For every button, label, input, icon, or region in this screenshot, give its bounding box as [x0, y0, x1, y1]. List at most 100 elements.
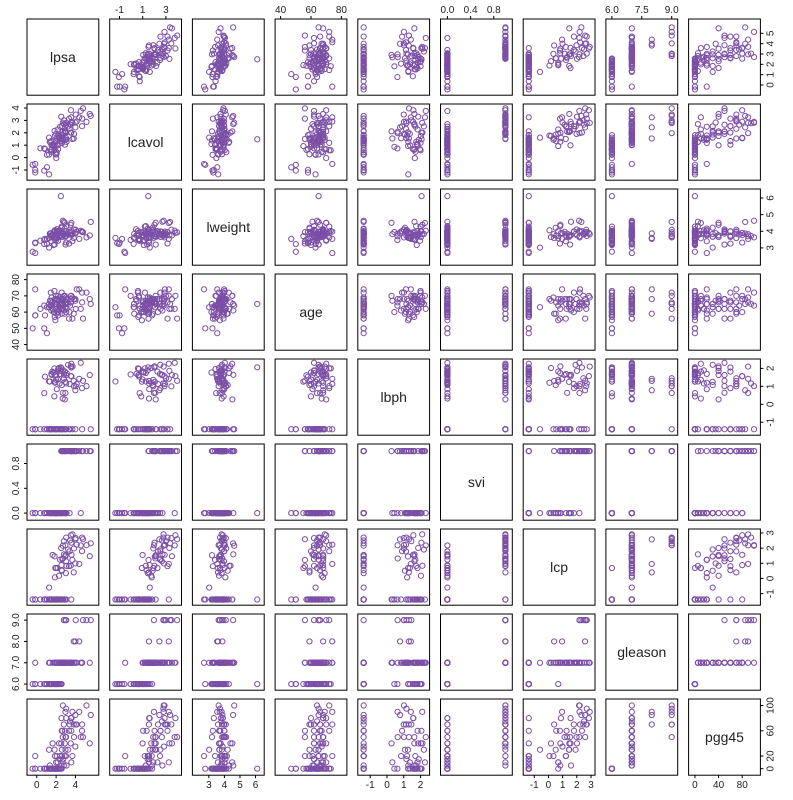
panel-lweight-vs-svi — [440, 188, 513, 266]
panel-svi-vs-lcavol — [109, 443, 182, 521]
point-lcavol-lweight-70 — [226, 138, 233, 145]
point-age-lpsa-4 — [37, 305, 44, 312]
point-lcavol-lpsa-96 — [57, 136, 64, 143]
point-lweight-pgg45-90 — [733, 228, 740, 236]
point-lpsa-pgg45-53 — [727, 54, 734, 61]
point-lcp-lcavol-83 — [150, 545, 157, 552]
point-lpsa-age-96 — [315, 56, 322, 63]
point-lweight-lcavol-65 — [152, 241, 159, 248]
point-lweight-lcavol-22 — [140, 241, 147, 249]
point-lcavol-lbph-83 — [400, 130, 408, 138]
point-lcavol-lbph-38 — [407, 142, 414, 149]
point-lcp-lpsa-77 — [68, 596, 75, 603]
point-lweight-pgg45-65 — [721, 241, 728, 248]
point-lweight-lcp-49 — [525, 223, 532, 230]
point-lcavol-svi-63 — [444, 129, 451, 136]
point-lcavol-lweight-40 — [212, 146, 219, 153]
point-age-lcp-63 — [565, 304, 573, 311]
point-lpsa-gleason-94 — [668, 24, 675, 31]
point-lcavol-pgg45-71 — [709, 123, 716, 130]
point-lweight-lbph-81 — [419, 231, 426, 238]
point-age-lcavol-31 — [127, 292, 134, 299]
point-lbph-lpsa-35 — [53, 386, 60, 393]
panel-age-vs-gleason — [605, 273, 679, 351]
point-lcavol-pgg45-62 — [727, 141, 734, 148]
panel-lweight-vs-lcavol — [109, 188, 182, 266]
point-svi-lbph-68 — [360, 509, 367, 517]
point-age-lcavol-8 — [118, 330, 126, 337]
point-lcavol-svi-76 — [502, 107, 509, 114]
point-lcavol-lweight-36 — [223, 149, 230, 156]
point-lweight-pgg45-0 — [691, 248, 699, 255]
point-age-lweight-70 — [226, 305, 233, 312]
point-lweight-pgg45-66 — [703, 231, 710, 238]
point-age-lpsa-93 — [86, 296, 93, 303]
point-age-lcp-72 — [556, 315, 564, 322]
point-lcavol-svi-89 — [502, 123, 509, 130]
point-lpsa-age-68 — [307, 50, 315, 57]
point-lbph-lcavol-61 — [152, 396, 159, 403]
point-lcavol-gleason-91 — [668, 105, 675, 112]
point-lpsa-age-85 — [318, 40, 325, 47]
point-svi-gleason-96 — [608, 509, 615, 517]
panel-frame — [357, 18, 431, 96]
point-lweight-age-82 — [306, 234, 313, 242]
point-age-pgg45-58 — [733, 292, 740, 299]
point-age-lweight-72 — [209, 315, 216, 322]
point-lpsa-lbph-68 — [360, 50, 367, 57]
panel-lpsa-vs-svi — [440, 18, 513, 96]
point-age-lbph-86 — [400, 305, 407, 312]
point-lcavol-lbph-61 — [388, 128, 395, 135]
point-lweight-svi-68 — [444, 239, 451, 246]
point-lcavol-pgg45-91 — [721, 105, 728, 112]
point-lbph-lcp-75 — [557, 363, 564, 370]
point-svi-pgg45-91 — [721, 448, 728, 455]
panel-frame — [522, 103, 596, 181]
panel-lpsa-vs-pgg45 — [688, 18, 761, 96]
point-lweight-lcavol-95 — [171, 227, 178, 234]
point-lweight-lbph-90 — [360, 228, 367, 236]
point-lweight-svi-94 — [502, 218, 509, 226]
point-lcavol-age-62 — [318, 141, 325, 148]
point-age-lpsa-85 — [72, 297, 79, 304]
point-lbph-lcavol-11 — [112, 378, 119, 385]
point-lpsa-lweight-80 — [211, 43, 219, 51]
point-lcavol-age-96 — [315, 136, 322, 143]
point-age-lbph-54 — [389, 297, 396, 304]
point-age-lweight-22 — [208, 309, 215, 316]
point-lcavol-lbph-11 — [405, 171, 412, 178]
point-lweight-lcp-88 — [558, 235, 566, 243]
variable-label-lbph: lbph — [380, 389, 406, 405]
point-lweight-age-72 — [301, 240, 309, 247]
point-lcavol-pgg45-82 — [733, 135, 740, 142]
point-lweight-lcavol-9 — [130, 240, 137, 247]
point-age-lcp-66 — [550, 294, 557, 301]
point-lcavol-pgg45-64 — [745, 130, 752, 137]
point-lweight-gleason-40 — [608, 237, 615, 244]
point-age-lcp-28 — [546, 296, 553, 303]
point-lweight-pgg45-2 — [703, 249, 710, 257]
point-lweight-age-65 — [315, 241, 322, 248]
point-lweight-pgg45-40 — [691, 237, 699, 244]
point-lweight-lpsa-56 — [59, 217, 67, 224]
point-lcavol-pgg45-57 — [700, 136, 707, 143]
point-lpsa-lbph-87 — [402, 39, 410, 46]
panel-lpsa-vs-gleason — [605, 18, 679, 96]
point-age-lcp-70 — [557, 305, 564, 312]
point-lcavol-lpsa-89 — [78, 123, 86, 130]
point-lpsa-lcavol-95 — [171, 34, 178, 42]
panel-lweight-vs-gleason — [605, 188, 679, 266]
point-lcavol-lweight-31 — [213, 155, 220, 162]
point-age-lpsa-5 — [41, 325, 48, 332]
panel-frame — [688, 188, 761, 266]
point-age-lweight-2 — [200, 286, 208, 293]
point-age-lweight-73 — [221, 309, 228, 316]
point-lpsa-lbph-6 — [394, 73, 401, 81]
point-lcp-lcavol-95 — [171, 542, 178, 549]
point-lpsa-lcavol-83 — [150, 42, 157, 49]
point-lpsa-lcp-82 — [551, 42, 558, 49]
point-lbph-lpsa-94 — [87, 426, 94, 433]
point-lcp-lpsa-12 — [45, 584, 53, 591]
panel-lpsa-vs-lweight — [191, 18, 265, 96]
